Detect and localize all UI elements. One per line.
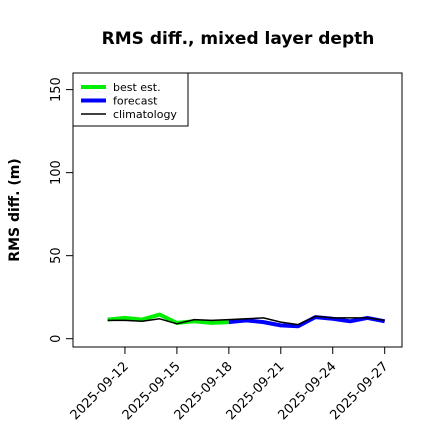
series-layer [107,312,386,329]
y-axis: 0 50 100 150 [49,77,73,343]
y-tick-label: 100 [49,160,64,185]
plot-frame [72,72,403,348]
series-line-climatology [107,315,385,326]
y-tick-label: 50 [49,247,64,264]
chart-title: RMS diff., mixed layer depth [102,29,375,49]
legend-label: best est. [113,81,161,94]
x-axis: 2025-09-122025-09-152025-09-182025-09-21… [68,347,392,423]
y-tick-label: 150 [49,77,64,102]
y-axis-label: RMS diff. (m) [7,158,23,261]
series-line-forecast [228,315,386,329]
y-tick-label: 0 [49,335,64,343]
legend-label: climatology [113,108,177,121]
series-line-best-est [107,312,229,325]
legend-label: forecast [113,95,158,108]
